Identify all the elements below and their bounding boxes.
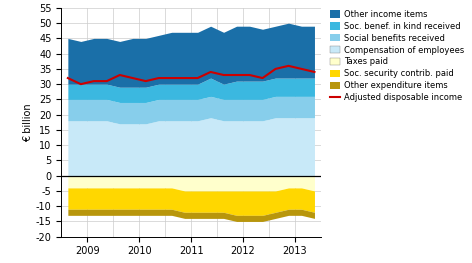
Legend: Other income items, Soc. benef. in kind received, Social benefits received, Comp: Other income items, Soc. benef. in kind … xyxy=(330,10,465,102)
Y-axis label: € billion: € billion xyxy=(23,103,33,141)
